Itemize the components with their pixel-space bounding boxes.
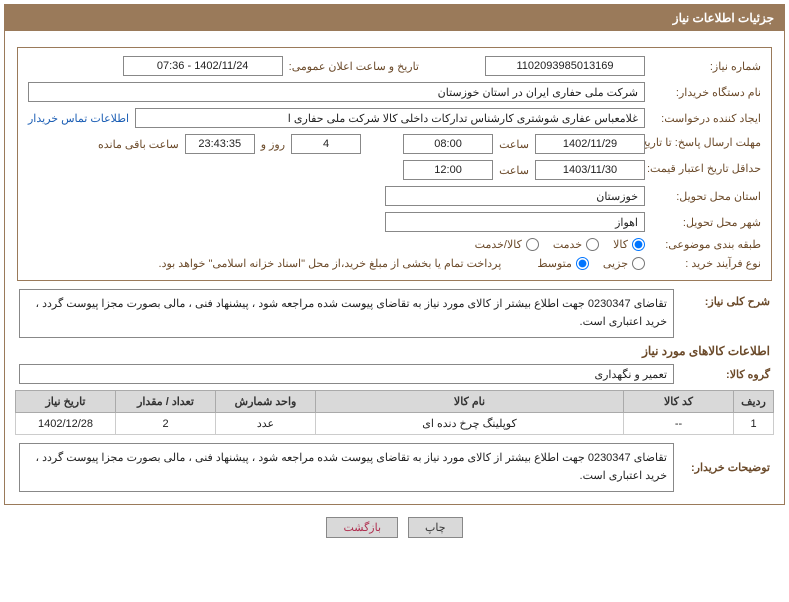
requester-field: غلامعباس عفاری شوشتری کارشناس تدارکات دا… — [135, 108, 645, 128]
validity-time: 12:00 — [403, 160, 493, 180]
deadline-date: 1402/11/29 — [535, 134, 645, 154]
radio-both[interactable]: کالا/خدمت — [475, 238, 539, 251]
cell-name: کوپلینگ چرخ دنده ای — [316, 413, 624, 435]
row-deadline: مهلت ارسال پاسخ: تا تاریخ: 1402/11/29 سا… — [28, 134, 761, 154]
remain-label: ساعت باقی مانده — [98, 138, 179, 151]
days-suffix: روز و — [261, 138, 285, 151]
deadline-label: مهلت ارسال پاسخ: تا تاریخ: — [651, 137, 761, 150]
deadline-time: 08:00 — [403, 134, 493, 154]
need-no-label: شماره نیاز: — [651, 60, 761, 73]
row-category: طبقه بندی موضوعی: کالا خدمت کالا/خدمت — [28, 238, 761, 251]
requester-label: ایجاد کننده درخواست: — [651, 112, 761, 125]
radio-medium-input[interactable] — [576, 257, 589, 270]
radio-goods-input[interactable] — [632, 238, 645, 251]
cell-code: -- — [624, 413, 734, 435]
row-requester: ایجاد کننده درخواست: غلامعباس عفاری شوشت… — [28, 108, 761, 128]
buyer-contact-link[interactable]: اطلاعات تماس خریدار — [28, 112, 129, 125]
desc-label: شرح کلی نیاز: — [680, 289, 770, 308]
cell-row: 1 — [734, 413, 774, 435]
radio-service-input[interactable] — [586, 238, 599, 251]
th-qty: تعداد / مقدار — [116, 391, 216, 413]
row-process-type: نوع فرآیند خرید : جزیی متوسط پرداخت تمام… — [28, 257, 761, 270]
print-button[interactable]: چاپ — [408, 517, 463, 538]
radio-service[interactable]: خدمت — [553, 238, 599, 251]
category-radio-group: کالا خدمت کالا/خدمت — [475, 238, 645, 251]
deadline-time-label: ساعت — [499, 138, 529, 151]
city-field: اهواز — [385, 212, 645, 232]
panel-title: جزئیات اطلاعات نیاز — [5, 5, 784, 31]
countdown: 23:43:35 — [185, 134, 255, 154]
group-label: گروه کالا: — [680, 368, 770, 381]
buyer-note-label: توضیحات خریدار: — [680, 461, 770, 474]
th-unit: واحد شمارش — [216, 391, 316, 413]
radio-medium[interactable]: متوسط — [537, 257, 589, 270]
th-row: ردیف — [734, 391, 774, 413]
row-description: شرح کلی نیاز: تقاضای 0230347 جهت اطلاع ب… — [19, 289, 770, 338]
row-buyer: نام دستگاه خریدار: شرکت ملی حفاری ایران … — [28, 82, 761, 102]
province-label: استان محل تحویل: — [651, 190, 761, 203]
radio-minor[interactable]: جزیی — [603, 257, 645, 270]
buyer-field: شرکت ملی حفاری ایران در استان خوزستان — [28, 82, 645, 102]
validity-label: حداقل تاریخ اعتبار قیمت: تا تاریخ: — [651, 163, 761, 176]
row-city: شهر محل تحویل: اهواز — [28, 212, 761, 232]
panel-body: شماره نیاز: 1102093985013169 تاریخ و ساع… — [5, 31, 784, 504]
buyer-label: نام دستگاه خریدار: — [651, 86, 761, 99]
info-frame: شماره نیاز: 1102093985013169 تاریخ و ساع… — [17, 47, 772, 281]
row-buyer-note: توضیحات خریدار: تقاضای 0230347 جهت اطلاع… — [19, 443, 770, 492]
radio-minor-input[interactable] — [632, 257, 645, 270]
button-row: چاپ بازگشت — [0, 509, 789, 542]
desc-text: تقاضای 0230347 جهت اطلاع بیشتر از کالای … — [19, 289, 674, 338]
days-remaining: 4 — [291, 134, 361, 154]
row-goods-group: گروه کالا: تعمیر و نگهداری — [19, 364, 770, 384]
cell-date: 1402/12/28 — [16, 413, 116, 435]
process-radio-group: جزیی متوسط — [537, 257, 645, 270]
category-label: طبقه بندی موضوعی: — [651, 238, 761, 251]
cell-unit: عدد — [216, 413, 316, 435]
table-row: 1 -- کوپلینگ چرخ دنده ای عدد 2 1402/12/2… — [16, 413, 774, 435]
row-need-number: شماره نیاز: 1102093985013169 تاریخ و ساع… — [28, 56, 761, 76]
details-panel: جزئیات اطلاعات نیاز شماره نیاز: 11020939… — [4, 4, 785, 505]
process-label: نوع فرآیند خرید : — [651, 257, 761, 270]
need-no-field: 1102093985013169 — [485, 56, 645, 76]
radio-both-input[interactable] — [526, 238, 539, 251]
th-code: کد کالا — [624, 391, 734, 413]
validity-date: 1403/11/30 — [535, 160, 645, 180]
payment-notice: پرداخت تمام یا بخشی از مبلغ خرید،از محل … — [159, 257, 502, 270]
row-province: استان محل تحویل: خوزستان — [28, 186, 761, 206]
radio-goods[interactable]: کالا — [613, 238, 645, 251]
cell-qty: 2 — [116, 413, 216, 435]
th-name: نام کالا — [316, 391, 624, 413]
buyer-note-text: تقاضای 0230347 جهت اطلاع بیشتر از کالای … — [19, 443, 674, 492]
back-button[interactable]: بازگشت — [326, 517, 398, 538]
anndate-field: 1402/11/24 - 07:36 — [123, 56, 283, 76]
validity-time-label: ساعت — [499, 164, 529, 177]
group-field: تعمیر و نگهداری — [19, 364, 674, 384]
table-header-row: ردیف کد کالا نام کالا واحد شمارش تعداد /… — [16, 391, 774, 413]
th-date: تاریخ نیاز — [16, 391, 116, 413]
province-field: خوزستان — [385, 186, 645, 206]
goods-table: ردیف کد کالا نام کالا واحد شمارش تعداد /… — [15, 390, 774, 435]
anndate-label: تاریخ و ساعت اعلان عمومی: — [289, 60, 419, 73]
city-label: شهر محل تحویل: — [651, 216, 761, 229]
row-validity: حداقل تاریخ اعتبار قیمت: تا تاریخ: 1403/… — [28, 160, 761, 180]
goods-section-title: اطلاعات کالاهای مورد نیاز — [19, 344, 770, 358]
